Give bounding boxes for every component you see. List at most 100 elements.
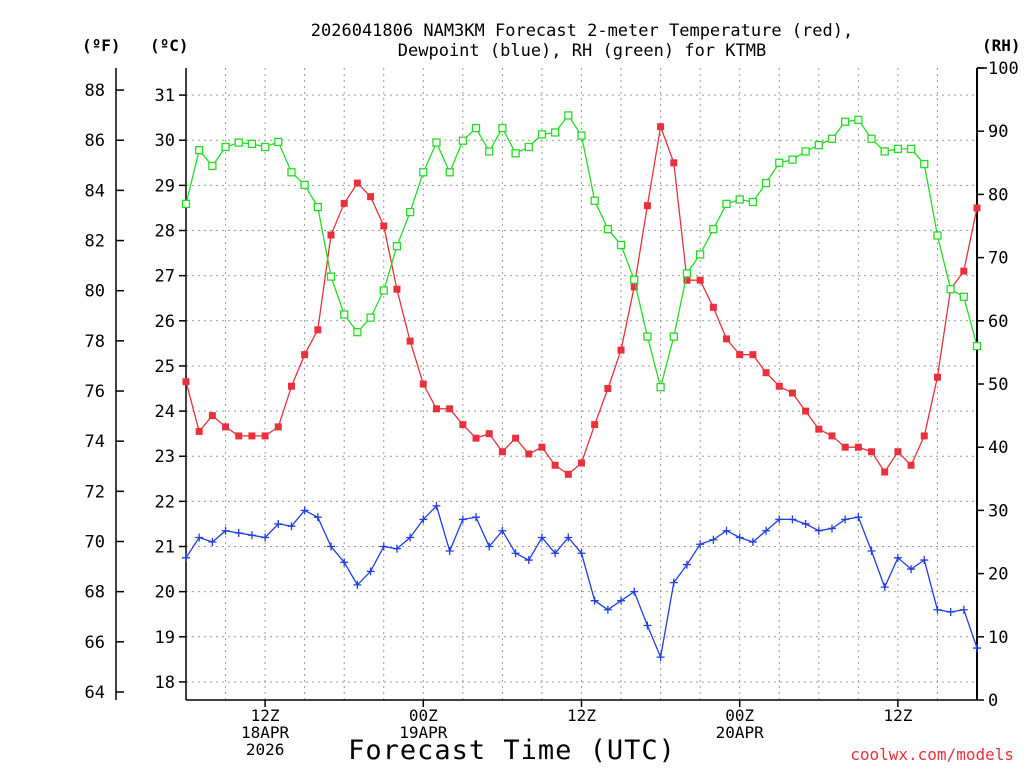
rh-tick-label: 50	[988, 375, 1008, 395]
celsius-tick-label: 29	[155, 176, 175, 196]
fahrenheit-tick-label: 76	[85, 382, 105, 402]
dewpoint-point	[340, 558, 349, 567]
dewpoint-point	[841, 515, 850, 524]
rh-point	[340, 310, 349, 319]
temperature-point	[868, 448, 876, 456]
dewpoint-point	[590, 596, 599, 605]
dewpoint-point	[564, 533, 573, 542]
dewpoint-point	[709, 535, 718, 544]
rh-point	[432, 138, 441, 147]
rh-point	[537, 130, 547, 139]
dewpoint-point	[630, 587, 639, 596]
temperature-point	[432, 405, 440, 413]
x-tick-label: 19APR	[399, 723, 448, 742]
fahrenheit-tick-label: 78	[85, 332, 105, 352]
dewpoint-point	[801, 519, 810, 528]
celsius-tick-label: 21	[155, 538, 175, 558]
dewpoint-point	[247, 531, 256, 540]
dewpoint-point	[472, 513, 481, 522]
temperature-point	[472, 434, 480, 442]
rh-line	[185, 114, 978, 390]
rh-point	[181, 199, 191, 209]
rh-point	[208, 161, 217, 171]
celsius-tick-label: 28	[155, 222, 175, 242]
temperature-point	[564, 470, 572, 478]
temperature-point	[775, 382, 783, 390]
dewpoint-point	[182, 553, 190, 562]
temperature-point	[578, 459, 585, 467]
rh-point	[353, 328, 362, 337]
temperature-point	[920, 432, 928, 440]
temperature-point	[367, 193, 375, 201]
dewpoint-point	[854, 513, 863, 522]
rh-point	[801, 147, 810, 156]
dewpoint-point	[669, 578, 678, 587]
temperature-point	[274, 423, 282, 431]
rh-point	[880, 147, 889, 156]
celsius-tick-label: 25	[155, 357, 175, 377]
temperature-point	[222, 423, 230, 431]
temperature-point	[525, 450, 533, 458]
axes	[115, 67, 987, 701]
celsius-tick-label: 20	[155, 583, 175, 603]
temperature-point	[485, 430, 493, 438]
dewpoint-point	[656, 653, 665, 662]
celsius-tick-label: 26	[155, 312, 175, 332]
rh-point	[287, 168, 296, 177]
temperature-point	[340, 199, 348, 207]
rh-point	[366, 313, 375, 322]
rh-tick-label: 30	[988, 501, 1008, 521]
rh-point	[511, 149, 520, 158]
dewpoint-point	[221, 526, 230, 535]
rh-tick-label: 40	[988, 438, 1008, 458]
temperature-point	[604, 385, 612, 393]
temperature-point	[960, 267, 968, 275]
rh-point	[392, 242, 402, 251]
rh-point	[920, 159, 929, 169]
dewpoint-point	[762, 526, 771, 535]
rh-tick-label: 0	[988, 691, 998, 711]
fahrenheit-tick-label: 66	[85, 633, 105, 653]
celsius-tick-label: 31	[155, 86, 175, 106]
rh-point	[260, 142, 270, 152]
rh-point	[722, 199, 731, 209]
rh-tick-label: 100	[988, 59, 1019, 79]
rh-point	[590, 196, 599, 205]
rh-point	[195, 146, 204, 155]
dewpoint-point	[907, 565, 916, 574]
rh-point	[221, 142, 230, 152]
rh-point	[814, 140, 823, 150]
temperature-point	[854, 443, 862, 451]
dewpoint-point	[300, 506, 309, 515]
fahrenheit-tick-label: 72	[85, 482, 105, 502]
rh-point	[616, 240, 626, 250]
temperature-point	[617, 346, 625, 354]
dewpoint-point	[959, 605, 968, 614]
dewpoint-point	[261, 533, 270, 542]
credit-text: coolwx.com/models	[850, 745, 1014, 764]
rh-tick-label: 20	[988, 565, 1008, 585]
rh-point	[603, 225, 613, 234]
dewpoint-point	[208, 538, 217, 546]
x-tick-label: 12Z	[251, 706, 280, 725]
temperature-point	[696, 276, 704, 284]
temperature-point	[815, 425, 823, 433]
rh-point	[656, 383, 665, 392]
dewpoint-point	[379, 542, 388, 551]
rh-point	[959, 292, 968, 301]
temperature-point	[643, 202, 651, 210]
fahrenheit-tick-label: 64	[85, 683, 105, 703]
celsius-tick-label: 19	[155, 628, 175, 648]
rh-point	[313, 202, 322, 212]
dewpoint-point	[432, 501, 441, 510]
temperature-point	[446, 405, 454, 413]
dewpoint-point	[617, 596, 626, 605]
dewpoint-point	[814, 526, 823, 535]
dewpoint-point	[788, 515, 797, 524]
temperature-point	[406, 337, 414, 345]
chart-title-line2: Dewpoint (blue), RH (green) for KTMB	[398, 41, 766, 61]
rh-point	[498, 123, 507, 133]
rh-point	[405, 207, 415, 217]
data-series	[181, 111, 982, 662]
fahrenheit-tick-label: 88	[85, 81, 105, 101]
